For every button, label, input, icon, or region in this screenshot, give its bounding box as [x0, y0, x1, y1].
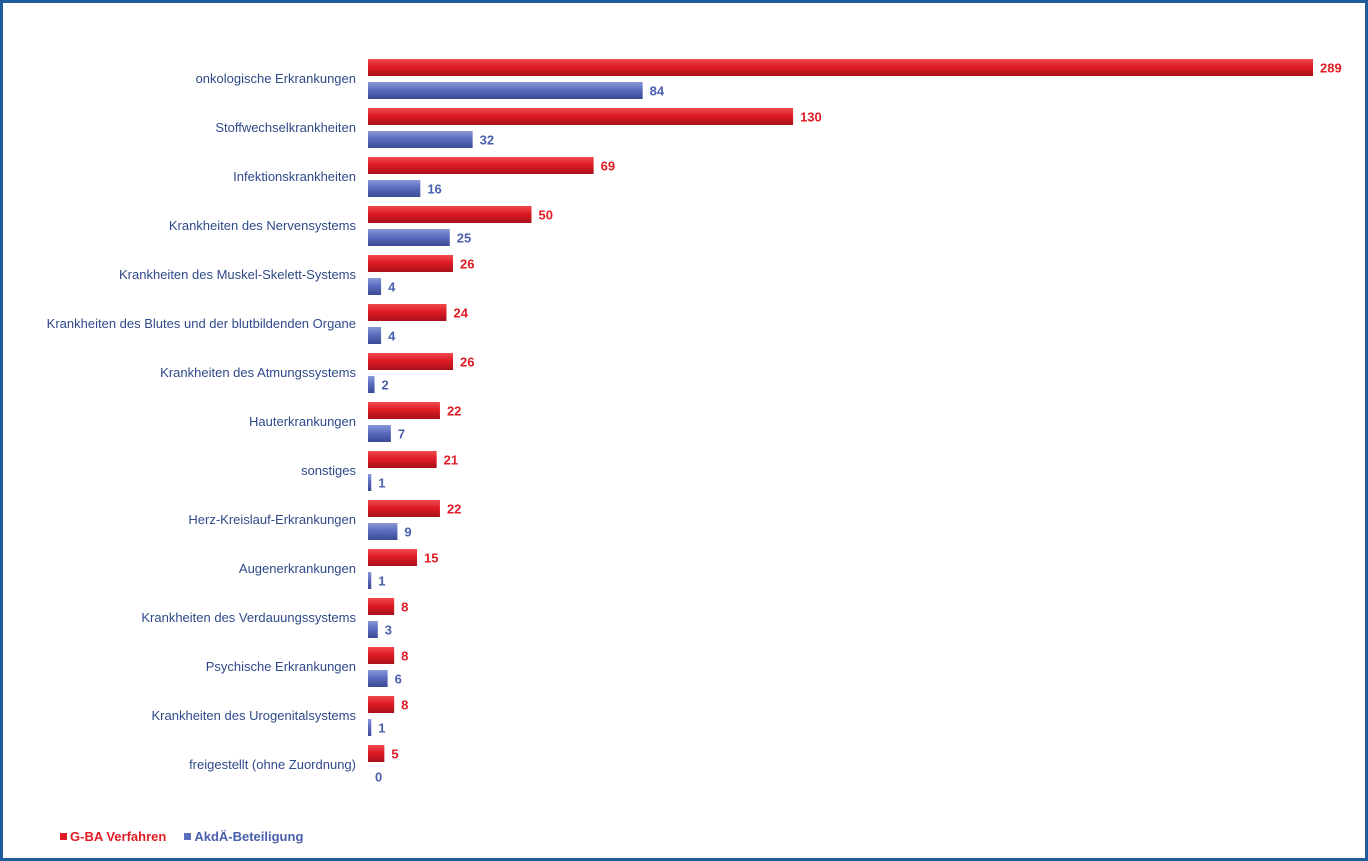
bar-akdae	[368, 376, 375, 393]
bar-gba	[368, 402, 440, 419]
value-label-gba: 130	[800, 110, 822, 125]
value-label-akdae: 4	[388, 280, 396, 295]
value-label-akdae: 6	[395, 672, 402, 687]
bar-gba	[368, 108, 793, 125]
bar-gba	[368, 206, 531, 223]
category-label: Herz-Kreislauf-Erkrankungen	[188, 512, 356, 527]
bar-gba	[368, 451, 437, 468]
bar-akdae	[368, 425, 391, 442]
bar-gba	[368, 696, 394, 713]
value-label-gba: 15	[424, 551, 438, 566]
bar-gba	[368, 157, 594, 174]
bar-akdae	[368, 131, 473, 148]
bar-akdae	[368, 278, 381, 295]
legend-item-akdae: AkdÄ-Beteiligung	[184, 829, 303, 844]
bar-akdae	[368, 327, 381, 344]
category-label: freigestellt (ohne Zuordnung)	[189, 757, 356, 772]
bar-akdae	[368, 621, 378, 638]
value-label-gba: 8	[401, 649, 408, 664]
value-label-akdae: 32	[480, 133, 494, 148]
legend-swatch-gba	[60, 833, 67, 840]
legend: G-BA Verfahren AkdÄ-Beteiligung	[60, 829, 303, 844]
bar-gba	[368, 59, 1313, 76]
bar-gba	[368, 549, 417, 566]
value-label-gba: 22	[447, 404, 461, 419]
value-label-akdae: 2	[382, 378, 389, 393]
legend-swatch-akdae	[184, 833, 191, 840]
bar-gba	[368, 255, 453, 272]
value-label-akdae: 0	[375, 770, 382, 785]
value-label-akdae: 16	[427, 182, 441, 197]
category-label: Infektionskrankheiten	[233, 169, 356, 184]
value-label-akdae: 9	[404, 525, 411, 540]
value-label-gba: 22	[447, 502, 461, 517]
bar-akdae	[368, 229, 450, 246]
bar-gba	[368, 353, 453, 370]
value-label-akdae: 1	[378, 721, 385, 736]
category-label: Krankheiten des Verdauungssystems	[141, 610, 356, 625]
category-label: Krankheiten des Atmungssystems	[160, 365, 356, 380]
bar-akdae	[368, 523, 397, 540]
value-label-akdae: 3	[385, 623, 392, 638]
value-label-gba: 24	[453, 306, 468, 321]
value-label-akdae: 1	[378, 574, 385, 589]
legend-label-gba: G-BA Verfahren	[70, 829, 166, 844]
value-label-akdae: 7	[398, 427, 405, 442]
value-label-gba: 50	[538, 208, 552, 223]
value-label-gba: 8	[401, 698, 408, 713]
value-label-gba: 5	[391, 747, 398, 762]
value-label-akdae: 25	[457, 231, 471, 246]
bar-akdae	[368, 82, 643, 99]
category-label: Stoffwechselkrankheiten	[215, 120, 356, 135]
value-label-akdae: 84	[650, 84, 665, 99]
bar-akdae	[368, 180, 420, 197]
bar-gba	[368, 500, 440, 517]
category-label: Krankheiten des Urogenitalsystems	[152, 708, 357, 723]
bar-akdae	[368, 670, 388, 687]
value-label-gba: 21	[444, 453, 458, 468]
bar-akdae	[368, 719, 371, 736]
value-label-gba: 69	[601, 159, 615, 174]
value-label-akdae: 1	[378, 476, 385, 491]
category-label: Krankheiten des Blutes und der blutbilde…	[47, 316, 356, 331]
category-label: Hauterkrankungen	[249, 414, 356, 429]
category-label: Psychische Erkrankungen	[206, 659, 356, 674]
value-label-gba: 289	[1320, 61, 1342, 76]
bar-akdae	[368, 474, 371, 491]
category-label: onkologische Erkrankungen	[196, 71, 356, 86]
value-label-gba: 26	[460, 257, 474, 272]
category-label: sonstiges	[301, 463, 356, 478]
bar-gba	[368, 598, 394, 615]
value-label-gba: 26	[460, 355, 474, 370]
category-label: Krankheiten des Muskel-Skelett-Systems	[119, 267, 356, 282]
bar-gba	[368, 745, 384, 762]
bar-gba	[368, 647, 394, 664]
value-label-akdae: 4	[388, 329, 396, 344]
legend-label-akdae: AkdÄ-Beteiligung	[194, 829, 303, 844]
bar-gba	[368, 304, 446, 321]
value-label-gba: 8	[401, 600, 408, 615]
category-label: Krankheiten des Nervensystems	[169, 218, 357, 233]
category-label: Augenerkrankungen	[239, 561, 356, 576]
bar-akdae	[368, 572, 371, 589]
legend-item-gba: G-BA Verfahren	[60, 829, 166, 844]
